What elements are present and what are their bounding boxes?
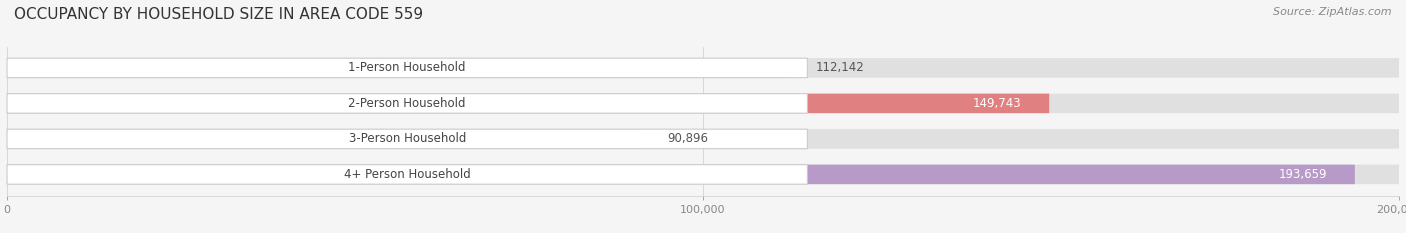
FancyBboxPatch shape xyxy=(7,129,807,149)
FancyBboxPatch shape xyxy=(7,129,1399,149)
FancyBboxPatch shape xyxy=(7,165,807,184)
FancyBboxPatch shape xyxy=(7,94,1399,113)
Text: 149,743: 149,743 xyxy=(973,97,1021,110)
Text: 4+ Person Household: 4+ Person Household xyxy=(344,168,471,181)
FancyBboxPatch shape xyxy=(7,165,1355,184)
Text: 112,142: 112,142 xyxy=(815,62,865,74)
FancyBboxPatch shape xyxy=(7,58,787,78)
Text: OCCUPANCY BY HOUSEHOLD SIZE IN AREA CODE 559: OCCUPANCY BY HOUSEHOLD SIZE IN AREA CODE… xyxy=(14,7,423,22)
Text: 90,896: 90,896 xyxy=(668,132,709,145)
FancyBboxPatch shape xyxy=(7,165,1399,184)
FancyBboxPatch shape xyxy=(7,58,807,78)
FancyBboxPatch shape xyxy=(7,94,807,113)
Text: 193,659: 193,659 xyxy=(1278,168,1327,181)
FancyBboxPatch shape xyxy=(7,129,640,149)
FancyBboxPatch shape xyxy=(7,58,1399,78)
Text: 2-Person Household: 2-Person Household xyxy=(349,97,465,110)
FancyBboxPatch shape xyxy=(7,94,1049,113)
Text: 1-Person Household: 1-Person Household xyxy=(349,62,465,74)
Text: 3-Person Household: 3-Person Household xyxy=(349,132,465,145)
Text: Source: ZipAtlas.com: Source: ZipAtlas.com xyxy=(1274,7,1392,17)
